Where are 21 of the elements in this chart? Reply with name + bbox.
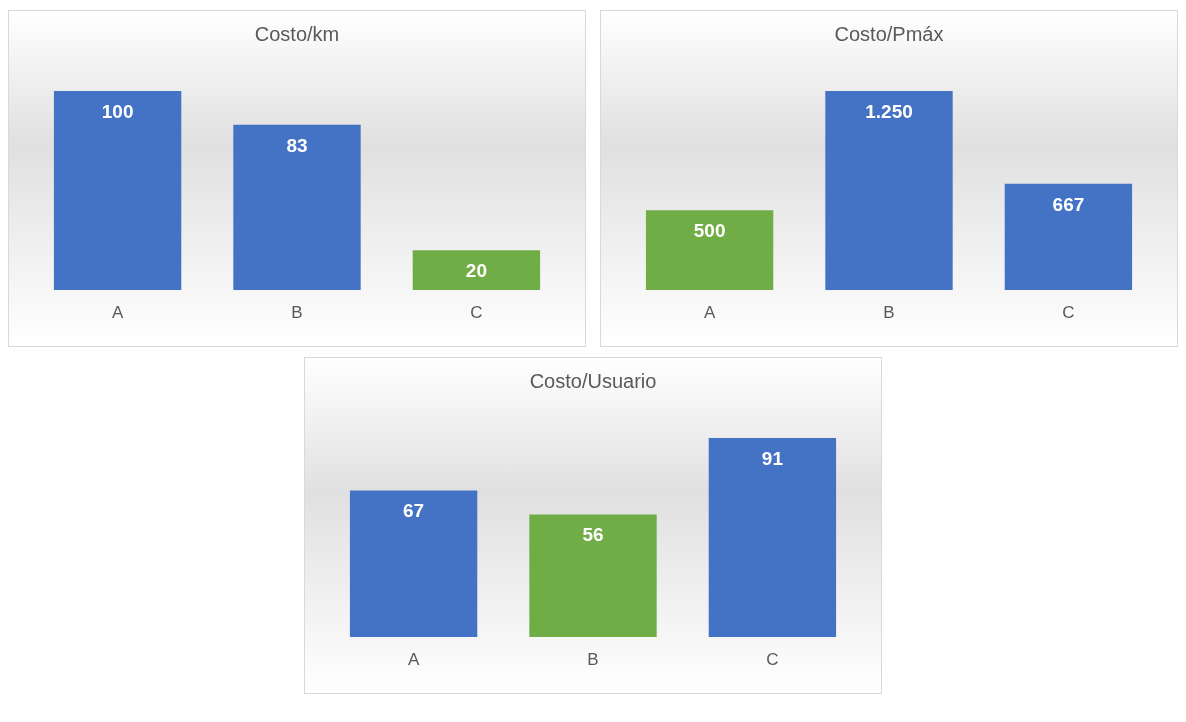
x-tick-label: C <box>470 302 483 322</box>
data-label: 83 <box>286 134 308 156</box>
data-label: 20 <box>465 260 487 282</box>
data-label: 1.250 <box>865 100 913 122</box>
x-tick-label: B <box>883 302 895 322</box>
x-tick-label: B <box>291 302 303 322</box>
chart-title: Costo/Pmáx <box>834 23 944 45</box>
x-tick-label: C <box>766 649 779 669</box>
chart-title: Costo/Usuario <box>529 370 657 392</box>
x-tick-label: A <box>111 302 124 322</box>
x-tick-label: B <box>587 649 599 669</box>
x-tick-label: A <box>407 649 420 669</box>
x-tick-label: A <box>703 302 716 322</box>
data-label: 91 <box>761 447 784 469</box>
x-tick-label: C <box>1062 302 1075 322</box>
data-label: 100 <box>101 100 134 122</box>
data-label: 500 <box>693 220 726 242</box>
chart-title: Costo/km <box>254 23 340 45</box>
data-label: 56 <box>582 524 604 546</box>
data-label: 667 <box>1052 193 1085 215</box>
data-label: 67 <box>403 500 425 522</box>
